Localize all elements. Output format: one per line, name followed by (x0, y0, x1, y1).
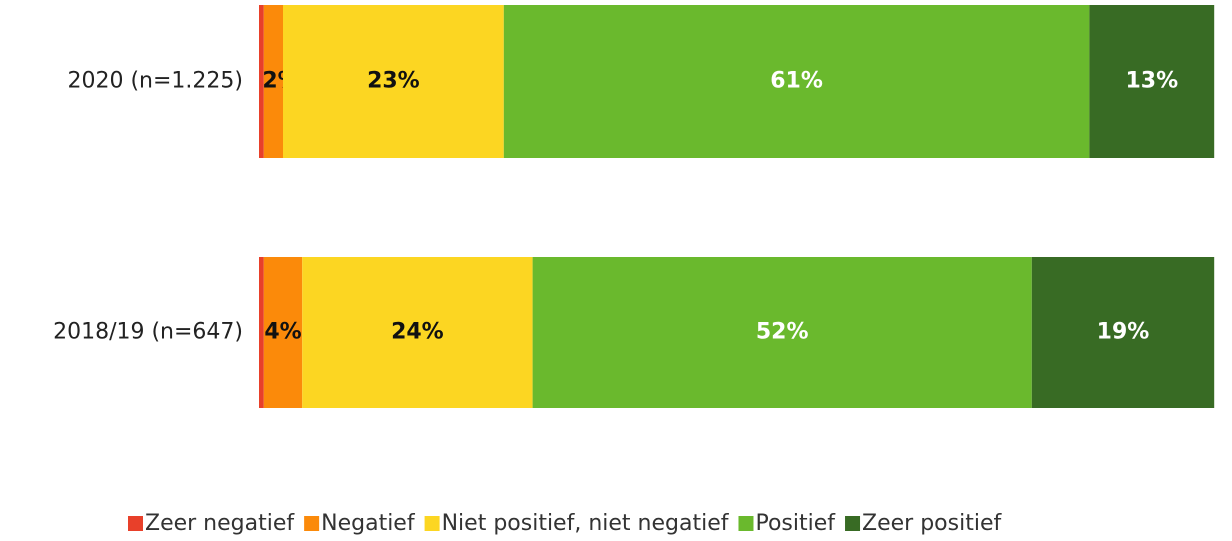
legend-label: Zeer positief (862, 511, 1002, 536)
legend-swatch (424, 516, 440, 531)
legend-label: Positief (755, 511, 836, 536)
legend-swatch (845, 516, 861, 531)
data-label: 23% (367, 69, 420, 94)
data-label: 61% (770, 69, 823, 94)
data-label: 52% (756, 320, 809, 345)
category-label: 2018/19 (n=647) (53, 320, 243, 345)
data-label: 19% (1097, 320, 1150, 345)
bar-segment (1031, 257, 1215, 408)
bar-segment (532, 257, 1032, 408)
category-label: 2020 (n=1.225) (67, 69, 243, 94)
legend-label: Niet positief, niet negatief (442, 511, 730, 536)
bar-segment (259, 5, 264, 158)
bar-segment (263, 257, 303, 408)
bar-segment (302, 257, 533, 408)
legend-swatch (304, 516, 320, 531)
data-label: 4% (264, 320, 301, 345)
bar-segment (283, 5, 504, 158)
data-label: 24% (391, 320, 444, 345)
bar-segment (263, 5, 283, 158)
bar-segment (259, 257, 264, 408)
legend-label: Zeer negatief (145, 511, 295, 536)
legend-swatch (738, 516, 754, 531)
legend-label: Negatief (321, 511, 416, 536)
bar-segment (1089, 5, 1215, 158)
bar-segment (503, 5, 1090, 158)
data-label: 13% (1125, 69, 1178, 94)
legend-swatch (128, 516, 143, 531)
